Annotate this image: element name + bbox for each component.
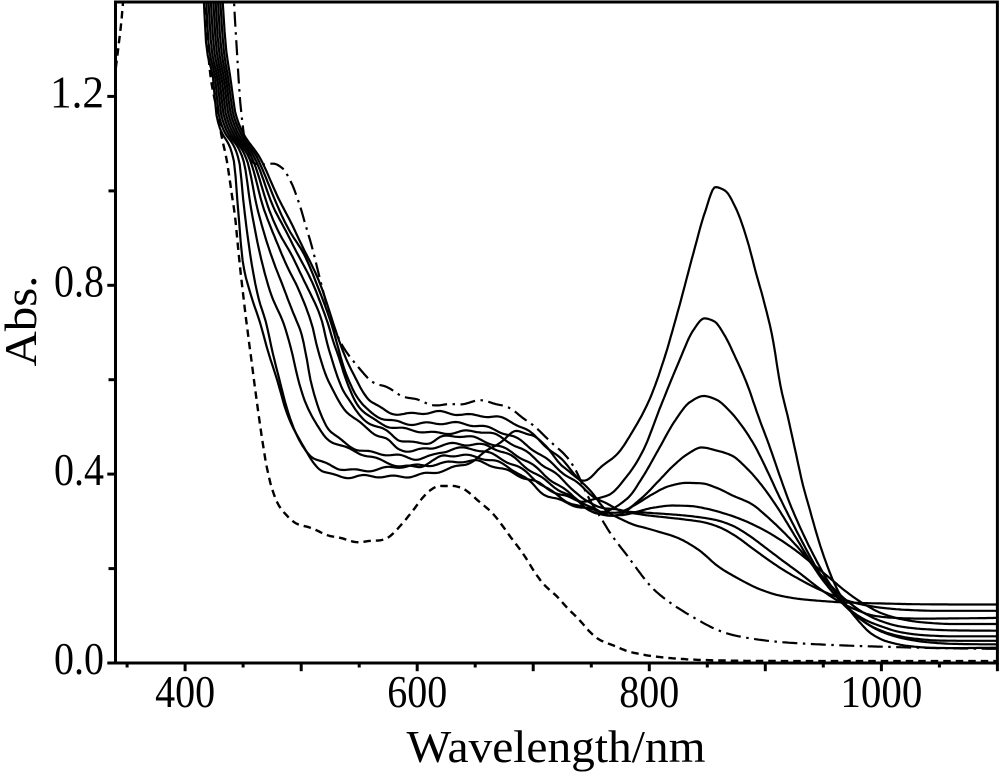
svg-text:800: 800 [619, 667, 679, 717]
svg-text:0.4: 0.4 [54, 445, 104, 495]
svg-text:1000: 1000 [840, 667, 922, 717]
svg-text:600: 600 [387, 667, 447, 717]
svg-text:400: 400 [155, 667, 215, 717]
svg-text:0.0: 0.0 [54, 634, 104, 684]
svg-text:Abs.: Abs. [0, 276, 46, 367]
svg-text:0.8: 0.8 [54, 256, 104, 306]
svg-text:Wavelength/nm: Wavelength/nm [407, 722, 706, 772]
svg-text:1.2: 1.2 [50, 67, 104, 117]
